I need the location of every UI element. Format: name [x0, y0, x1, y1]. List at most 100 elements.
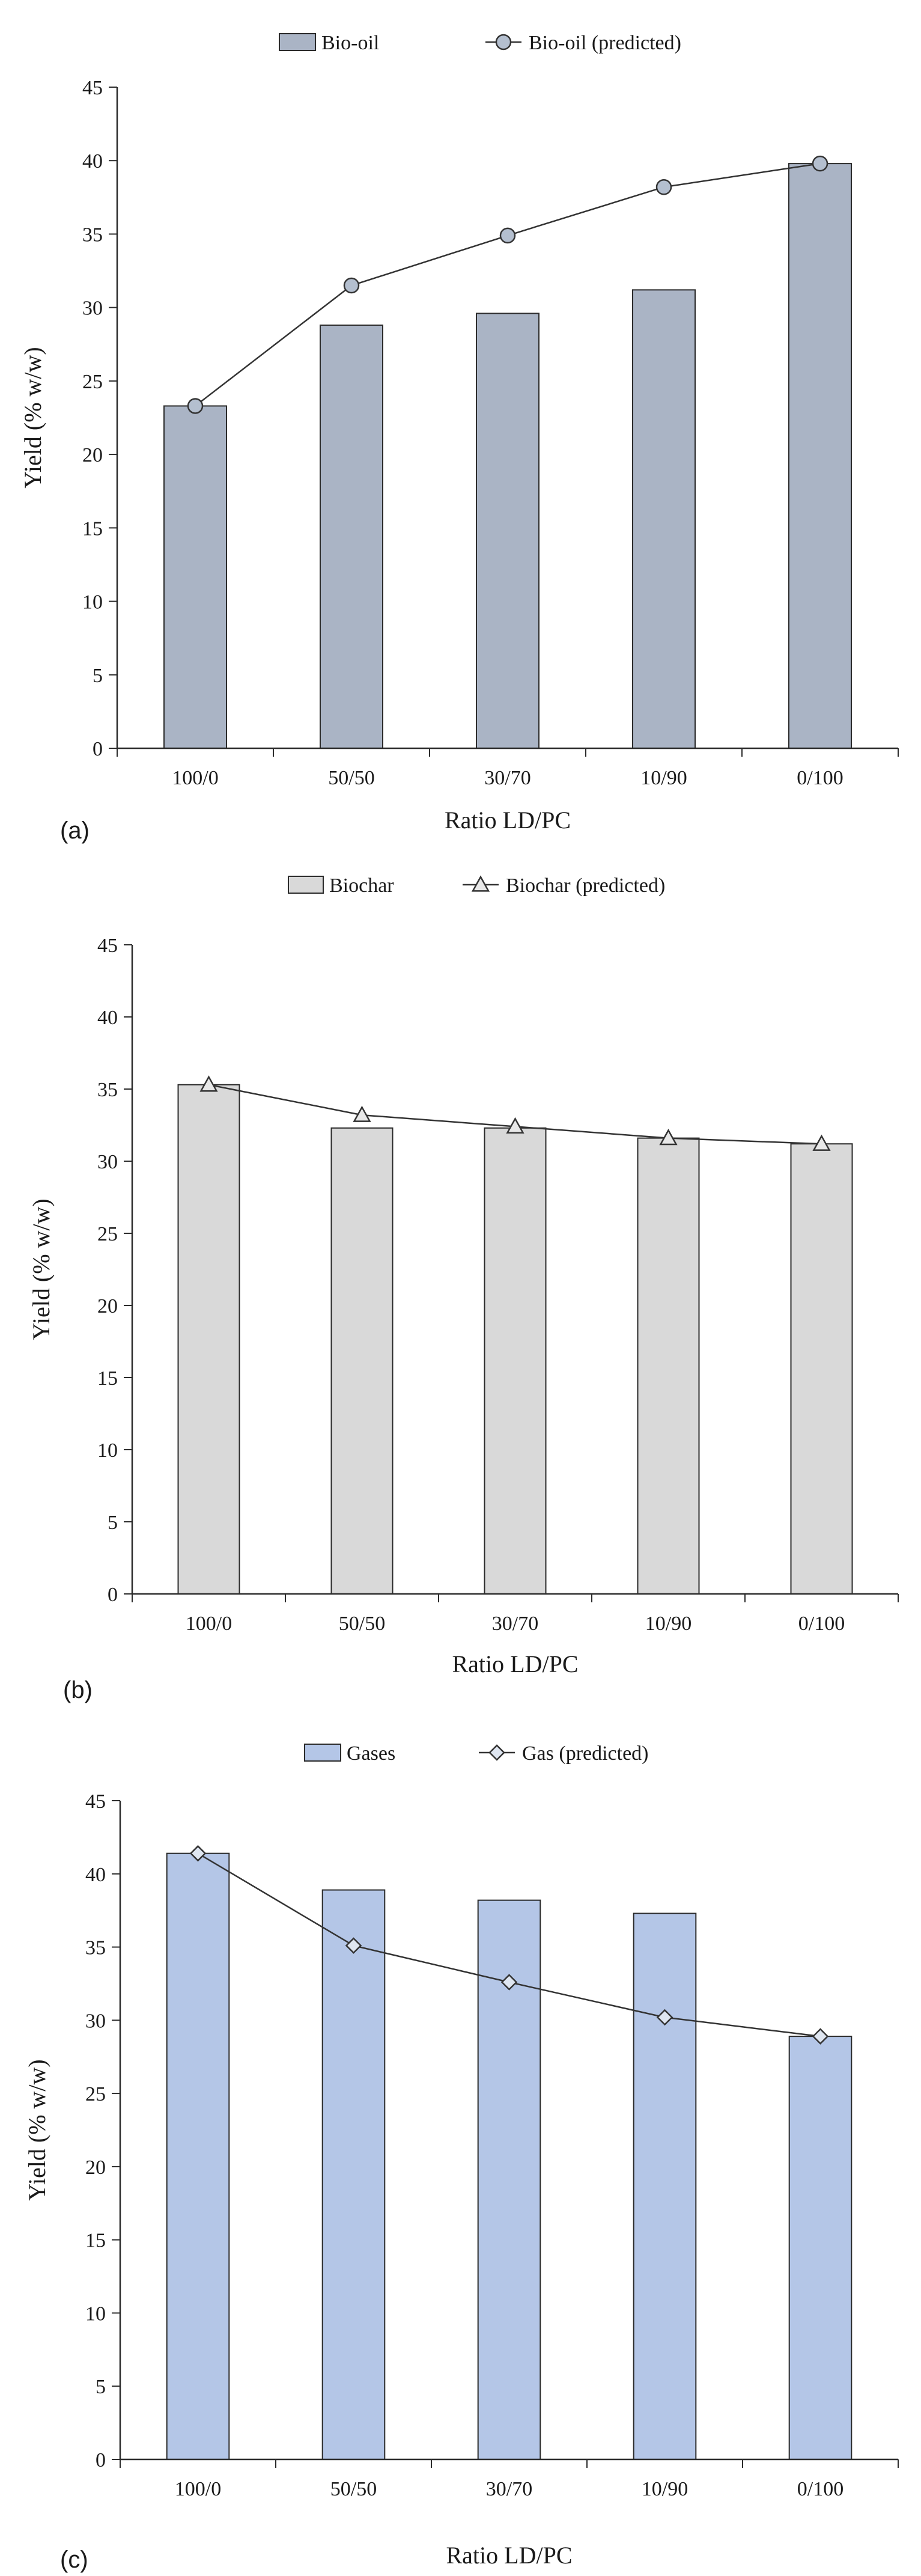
- y-tick-label: 35: [85, 1937, 106, 1959]
- y-tick-label: 10: [85, 2303, 106, 2325]
- y-tick-label: 15: [97, 1367, 118, 1390]
- legend: Gases Gas (predicted): [304, 1742, 649, 1765]
- legend-swatch-marker: [495, 34, 512, 50]
- y-tick-label: 35: [82, 224, 103, 246]
- bar-bio-oil-4: [632, 289, 696, 749]
- bar-series-bio-oil: [163, 163, 852, 749]
- y-tick-label: 40: [82, 150, 103, 172]
- bar-bio-oil-2: [320, 325, 383, 749]
- y-tick-label: 45: [82, 77, 103, 99]
- x-tick-label: 100/0: [172, 767, 218, 789]
- legend-swatch-marker: [471, 875, 490, 892]
- line-series-biochar-predicted: [199, 1075, 831, 1151]
- y-tick-label: 45: [97, 935, 118, 957]
- bar-series-biochar: [177, 1084, 853, 1595]
- legend-swatch-marker: [488, 1744, 505, 1761]
- legend-swatch-bar: [304, 1744, 341, 1762]
- legend: Biochar Biochar (predicted): [288, 874, 665, 897]
- y-tick-label: 20: [82, 444, 103, 466]
- bar-biochar-4: [637, 1137, 700, 1595]
- y-tick-label: 25: [82, 371, 103, 393]
- bar-biochar-2: [330, 1127, 394, 1595]
- bar-bio-oil-1: [163, 405, 227, 749]
- y-tick-label: 10: [82, 591, 103, 614]
- y-tick-label: 30: [97, 1151, 118, 1173]
- y-tick-label: 35: [97, 1079, 118, 1101]
- x-tick-label: 10/90: [640, 767, 687, 789]
- predicted-point-3: [506, 1117, 524, 1134]
- bar-biochar-5: [790, 1143, 853, 1595]
- y-axis-title: Yield (% w/w): [28, 1198, 55, 1340]
- legend: Bio-oil Bio-oil (predicted): [279, 32, 681, 54]
- y-tick-label: 0: [93, 738, 103, 760]
- y-tick-label: 20: [97, 1295, 118, 1317]
- predicted-point-1: [189, 1845, 207, 1862]
- line-series-bio-oil-predicted: [187, 155, 828, 414]
- x-axis-title: Ratio LD/PC: [445, 807, 571, 834]
- y-tick-label: 25: [85, 2083, 106, 2105]
- bar-bio-oil-5: [788, 163, 852, 749]
- legend-label-line: Bio-oil (predicted): [529, 32, 681, 54]
- bar-gas-4: [633, 1912, 697, 2460]
- x-tick-label: 50/50: [330, 2478, 377, 2500]
- bar-gas-3: [477, 1899, 541, 2460]
- line-series-gas-predicted: [189, 1845, 829, 2045]
- panel-label: (c): [60, 2547, 88, 2573]
- x-tick-label: 10/90: [642, 2478, 688, 2500]
- x-axis-title: Ratio LD/PC: [446, 2542, 572, 2569]
- chart-panel-b: 0 5 10 15 20 25 30 35 40 45 100/0 50/50 30/70 10/90 0/…: [28, 874, 899, 1703]
- y-tick-label: 5: [108, 1512, 118, 1534]
- bar-series-gas: [166, 1852, 853, 2460]
- x-tick-label: 30/70: [486, 2478, 532, 2500]
- x-tick-label: 50/50: [328, 767, 374, 789]
- predicted-point-5: [812, 2028, 829, 2045]
- x-axis-title: Ratio LD/PC: [452, 1650, 578, 1677]
- y-tick-label: 40: [85, 1864, 106, 1886]
- y-tick-label: 0: [96, 2449, 106, 2471]
- y-tick-label: 20: [85, 2156, 106, 2179]
- y-tick-label: 15: [82, 517, 103, 540]
- predicted-point-3: [499, 227, 516, 244]
- x-tick-label: 30/70: [484, 767, 530, 789]
- predicted-point-4: [656, 2009, 673, 2026]
- y-tick-label: 45: [85, 1790, 106, 1813]
- bar-gas-5: [788, 2036, 853, 2460]
- bar-biochar-1: [177, 1084, 240, 1595]
- y-tick-label: 5: [93, 665, 103, 687]
- y-tick-label: 40: [97, 1007, 118, 1029]
- predicted-point-1: [187, 398, 204, 414]
- legend-label-bar: Bio-oil: [321, 32, 379, 54]
- x-tick-label: 30/70: [492, 1613, 538, 1635]
- chart-panel-a: 0 5 10 15 20 25 30 35 40 45 100/0 50/50 30/70 10/90 0/…: [19, 32, 899, 844]
- y-tick-label: 5: [96, 2376, 106, 2398]
- predicted-point-5: [812, 155, 828, 172]
- predicted-point-4: [659, 1129, 678, 1146]
- bar-biochar-3: [484, 1127, 547, 1595]
- x-tick-label: 0/100: [797, 767, 843, 789]
- y-tick-label: 25: [97, 1223, 118, 1245]
- y-tick-label: 10: [97, 1439, 118, 1462]
- chart-panel-c: 0 5 10 15 20 25 30 35 40 45 100/0 50/50 30/70 10/90 0/…: [23, 1742, 899, 2573]
- legend-label-bar: Biochar: [329, 874, 394, 897]
- predicted-point-2: [343, 277, 360, 294]
- y-tick-label: 0: [108, 1584, 118, 1606]
- predicted-point-4: [655, 179, 672, 195]
- predicted-point-1: [199, 1075, 218, 1092]
- bar-gas-2: [321, 1889, 386, 2460]
- legend-label-line: Biochar (predicted): [506, 874, 665, 897]
- predicted-point-2: [345, 1937, 362, 1954]
- x-tick-label: 100/0: [186, 1613, 232, 1635]
- x-tick-label: 10/90: [645, 1613, 692, 1635]
- x-tick-label: 100/0: [175, 2478, 221, 2500]
- x-tick-label: 0/100: [798, 1613, 845, 1635]
- x-tick-label: 50/50: [339, 1613, 385, 1635]
- panel-label: (b): [63, 1677, 93, 1703]
- y-axis-title: Yield (% w/w): [19, 347, 46, 489]
- legend-label-bar: Gases: [347, 1742, 395, 1765]
- y-axis-title: Yield (% w/w): [23, 2059, 50, 2201]
- legend-swatch-bar: [288, 876, 324, 894]
- predicted-point-2: [353, 1105, 371, 1122]
- y-tick-label: 30: [85, 2010, 106, 2032]
- bar-bio-oil-3: [476, 313, 540, 749]
- legend-label-line: Gas (predicted): [522, 1742, 649, 1765]
